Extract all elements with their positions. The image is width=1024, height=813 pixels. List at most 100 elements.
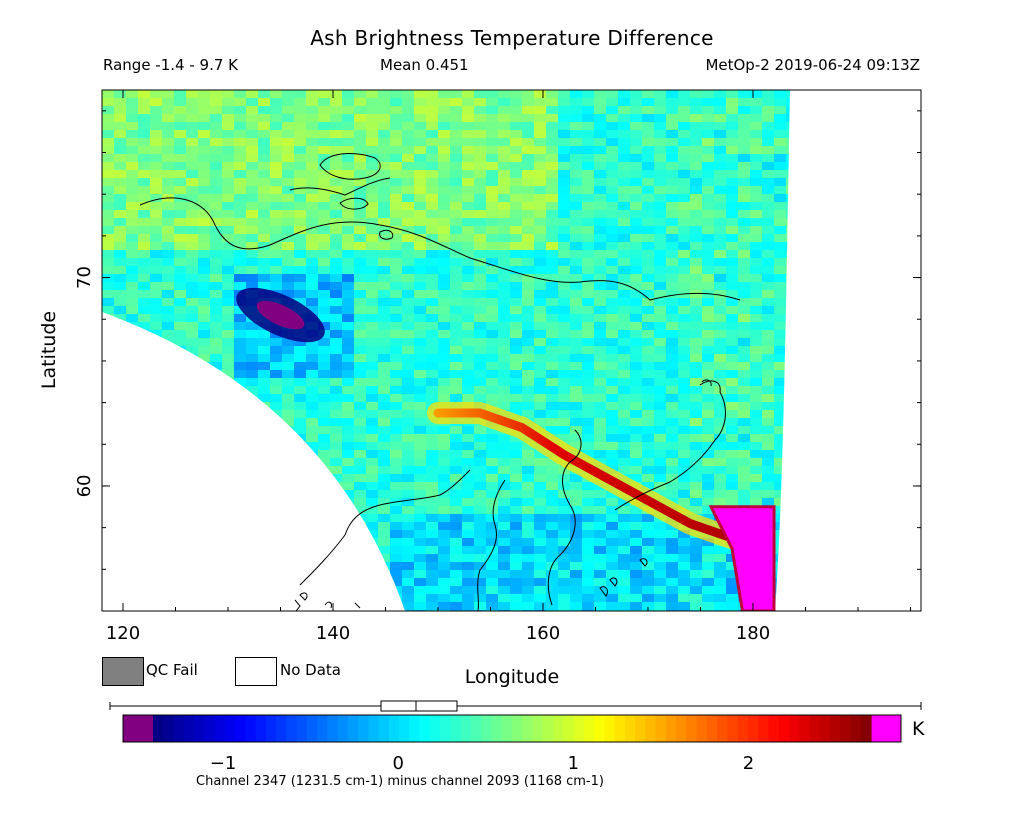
heatmap-cell bbox=[690, 114, 703, 123]
heatmap-cell bbox=[558, 306, 571, 315]
heatmap-cell bbox=[390, 274, 403, 283]
heatmap-cell bbox=[738, 98, 751, 107]
heatmap-cell bbox=[534, 506, 547, 515]
heatmap-cell bbox=[558, 514, 571, 523]
heatmap-cell bbox=[378, 522, 391, 531]
heatmap-cell bbox=[630, 90, 643, 99]
colorbar-segment bbox=[491, 715, 503, 742]
heatmap-cell bbox=[654, 202, 667, 211]
heatmap-cell bbox=[498, 498, 511, 507]
heatmap-cell bbox=[318, 210, 331, 219]
colorbar-segment bbox=[327, 715, 339, 742]
heatmap-cell bbox=[186, 114, 199, 123]
heatmap-cell bbox=[534, 282, 547, 291]
heatmap-cell bbox=[162, 130, 175, 139]
heatmap-cell bbox=[174, 106, 187, 115]
heatmap-cell bbox=[210, 298, 223, 307]
slider-thumb[interactable] bbox=[380, 700, 458, 712]
heatmap-cell bbox=[222, 362, 235, 371]
heatmap-cell bbox=[714, 578, 727, 587]
heatmap-cell bbox=[258, 274, 271, 283]
heatmap-cell bbox=[558, 106, 571, 115]
heatmap-cell bbox=[390, 146, 403, 155]
heatmap-cell bbox=[342, 474, 355, 483]
heatmap-cell bbox=[366, 346, 379, 355]
heatmap-cell bbox=[354, 154, 367, 163]
heatmap-cell bbox=[354, 314, 367, 323]
heatmap-cell bbox=[414, 98, 427, 107]
heatmap-cell bbox=[522, 306, 535, 315]
heatmap-cell bbox=[138, 114, 151, 123]
heatmap-cell bbox=[222, 330, 235, 339]
heatmap-cell bbox=[174, 186, 187, 195]
heatmap-cell bbox=[678, 418, 691, 427]
heatmap-cell bbox=[582, 122, 595, 131]
heatmap-cell bbox=[726, 170, 739, 179]
heatmap-cell bbox=[618, 346, 631, 355]
heatmap-cell bbox=[702, 466, 715, 475]
heatmap-cell bbox=[666, 346, 679, 355]
heatmap-cell bbox=[534, 218, 547, 227]
heatmap-cell bbox=[378, 274, 391, 283]
heatmap-cell bbox=[630, 570, 643, 579]
heatmap-cell bbox=[570, 194, 583, 203]
heatmap-cell bbox=[738, 378, 751, 387]
heatmap-cell bbox=[702, 474, 715, 483]
heatmap-cell bbox=[546, 466, 559, 475]
heatmap-cell bbox=[582, 506, 595, 515]
heatmap-cell bbox=[402, 282, 415, 291]
heatmap-cell bbox=[738, 306, 751, 315]
heatmap-cell bbox=[738, 466, 751, 475]
heatmap-cell bbox=[654, 106, 667, 115]
heatmap-cell bbox=[510, 474, 523, 483]
heatmap-cell bbox=[774, 266, 787, 275]
heatmap-cell bbox=[174, 98, 187, 107]
heatmap-cell bbox=[762, 258, 775, 267]
heatmap-cell bbox=[330, 266, 343, 275]
heatmap-cell bbox=[510, 194, 523, 203]
heatmap-cell bbox=[366, 122, 379, 131]
heatmap-cell bbox=[750, 490, 763, 499]
heatmap-cell bbox=[162, 330, 175, 339]
heatmap-cell bbox=[690, 330, 703, 339]
heatmap-cell bbox=[714, 226, 727, 235]
heatmap-cell bbox=[282, 202, 295, 211]
heatmap-cell bbox=[306, 362, 319, 371]
heatmap-cell bbox=[522, 138, 535, 147]
heatmap-cell bbox=[714, 282, 727, 291]
heatmap-cell bbox=[474, 538, 487, 547]
heatmap-cell bbox=[498, 306, 511, 315]
heatmap-cell bbox=[462, 602, 475, 611]
heatmap-cell bbox=[534, 114, 547, 123]
heatmap-cell bbox=[606, 306, 619, 315]
heatmap-cell bbox=[342, 266, 355, 275]
heatmap-cell bbox=[630, 106, 643, 115]
colorbar-segment bbox=[727, 715, 739, 742]
heatmap-cell bbox=[294, 410, 307, 419]
heatmap-cell bbox=[450, 474, 463, 483]
heatmap-cell bbox=[630, 242, 643, 251]
heatmap-cell bbox=[414, 602, 427, 611]
heatmap-cell bbox=[282, 282, 295, 291]
heatmap-cell bbox=[354, 458, 367, 467]
heatmap-cell bbox=[210, 322, 223, 331]
heatmap-cell bbox=[222, 202, 235, 211]
heatmap-cell bbox=[282, 218, 295, 227]
heatmap-cell bbox=[702, 322, 715, 331]
heatmap-cell bbox=[570, 90, 583, 99]
heatmap-cell bbox=[402, 178, 415, 187]
heatmap-cell bbox=[702, 130, 715, 139]
heatmap-cell bbox=[534, 370, 547, 379]
heatmap-cell bbox=[714, 418, 727, 427]
colorbar-slider[interactable] bbox=[109, 700, 922, 712]
heatmap-cell bbox=[654, 154, 667, 163]
heatmap-cell bbox=[390, 330, 403, 339]
heatmap-cell bbox=[738, 122, 751, 131]
heatmap-cell bbox=[570, 506, 583, 515]
heatmap-cell bbox=[318, 386, 331, 395]
heatmap-cell bbox=[138, 162, 151, 171]
heatmap-cell bbox=[546, 226, 559, 235]
heatmap-cell bbox=[606, 530, 619, 539]
colorbar-segment bbox=[799, 715, 811, 742]
heatmap-cell bbox=[306, 378, 319, 387]
